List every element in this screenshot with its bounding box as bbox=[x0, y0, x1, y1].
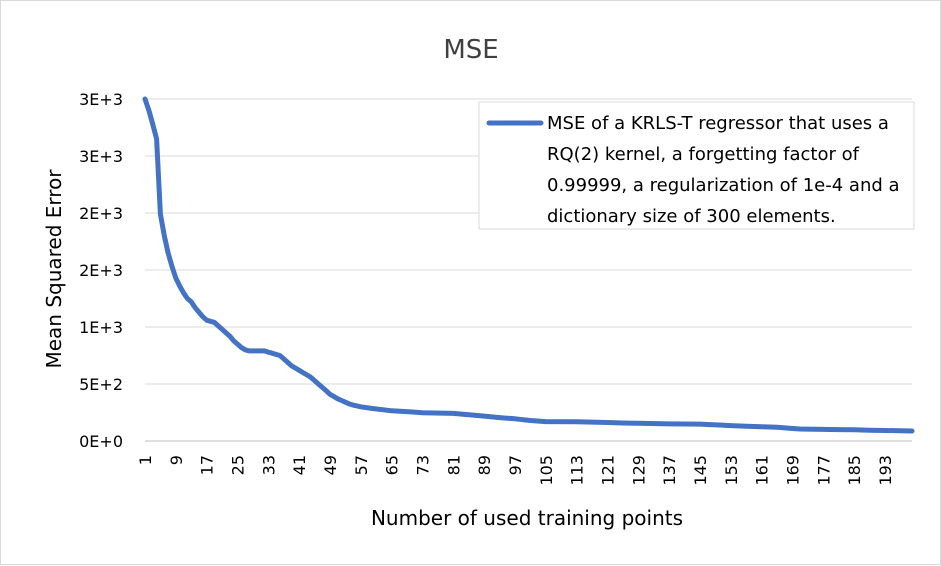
y-tick-label: 2E+3 bbox=[79, 261, 123, 280]
x-tick-label: 33 bbox=[259, 455, 278, 475]
x-tick-label: 185 bbox=[845, 455, 864, 486]
x-tick-label: 161 bbox=[753, 455, 772, 486]
x-axis-label: Number of used training points bbox=[371, 506, 683, 530]
series-layer bbox=[142, 96, 915, 434]
x-tick-label: 81 bbox=[444, 455, 463, 475]
x-tick-label: 97 bbox=[506, 455, 525, 475]
x-tick-label: 73 bbox=[414, 455, 433, 475]
legend: MSE of a KRLS-T regressor that uses a RQ(… bbox=[478, 101, 915, 230]
legend-entry: MSE of a KRLS-T regressor that uses a RQ(… bbox=[547, 113, 900, 227]
x-tick-label: 9 bbox=[167, 455, 186, 465]
x-tick-label: 105 bbox=[537, 455, 556, 486]
y-tick-label: 2E+3 bbox=[79, 204, 123, 223]
chart-title: MSE bbox=[443, 35, 498, 65]
y-tick-label: 3E+3 bbox=[79, 90, 123, 109]
legend-box bbox=[478, 101, 915, 230]
y-tick-label: 1E+3 bbox=[79, 318, 123, 337]
x-tick-label: 145 bbox=[691, 455, 710, 486]
y-tick-label: 5E+2 bbox=[79, 375, 123, 394]
y-axis-ticks: 0E+0 5E+2 1E+3 2E+3 2E+3 3E+3 3E+3 bbox=[79, 90, 123, 451]
x-tick-label: 113 bbox=[568, 455, 587, 486]
x-tick-label: 177 bbox=[814, 455, 833, 486]
x-tick-label: 153 bbox=[722, 455, 741, 486]
x-tick-label: 25 bbox=[229, 455, 248, 475]
x-tick-label: 193 bbox=[876, 455, 895, 486]
x-tick-label: 57 bbox=[352, 455, 371, 475]
x-tick-label: 129 bbox=[629, 455, 648, 486]
x-tick-label: 169 bbox=[784, 455, 803, 486]
y-tick-label: 0E+0 bbox=[79, 432, 123, 451]
series-line-0 bbox=[142, 96, 915, 434]
x-tick-label: 65 bbox=[383, 455, 402, 475]
x-tick-label: 41 bbox=[290, 455, 309, 475]
x-tick-label: 89 bbox=[475, 455, 494, 475]
x-tick-label: 1 bbox=[136, 455, 155, 465]
x-tick-label: 137 bbox=[660, 455, 679, 486]
x-tick-label: 17 bbox=[198, 455, 217, 475]
y-axis-label: Mean Squared Error bbox=[42, 169, 66, 369]
y-tick-label: 3E+3 bbox=[79, 147, 123, 166]
x-axis-ticks: 1 9 17 25 33 41 49 57 65 73 81 89 97 105 113 121 129 137 1… bbox=[136, 455, 895, 486]
x-tick-label: 121 bbox=[599, 455, 618, 486]
x-tick-label: 49 bbox=[321, 455, 340, 475]
